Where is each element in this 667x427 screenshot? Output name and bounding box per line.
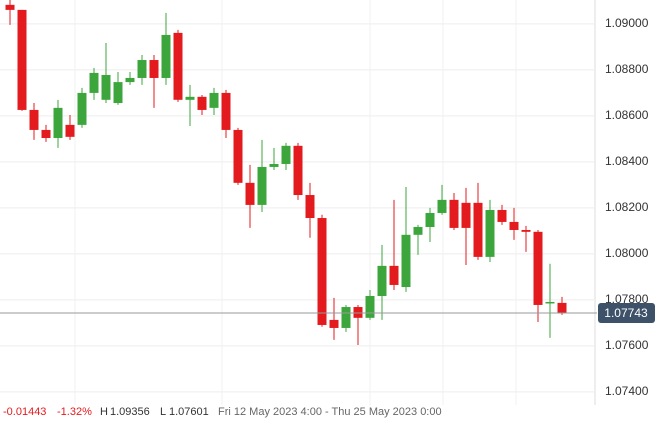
candle-body xyxy=(377,265,387,296)
candle-body xyxy=(185,96,195,100)
candle-body xyxy=(293,145,303,196)
candle-body xyxy=(173,32,183,100)
candle-body xyxy=(329,319,339,328)
candle-body xyxy=(389,265,399,285)
y-tick-label: 1.07600 xyxy=(605,338,649,352)
plot xyxy=(0,0,595,393)
y-tick-label: 1.09000 xyxy=(605,16,649,30)
candle-body xyxy=(269,163,279,167)
low-label: L xyxy=(160,406,166,418)
candle-body xyxy=(365,295,375,318)
candle-body xyxy=(17,9,27,110)
candle-body xyxy=(317,218,327,325)
candle-body xyxy=(437,199,447,213)
period: Fri 12 May 2023 4:00 - Thu 25 May 2023 0… xyxy=(218,406,442,418)
candle-body xyxy=(221,92,231,130)
candle-body xyxy=(497,209,507,222)
candle-body xyxy=(305,195,315,219)
candle-body xyxy=(5,4,15,10)
candle-body xyxy=(257,166,267,205)
candle-body xyxy=(149,60,159,78)
candle-body xyxy=(41,129,51,138)
candle-body xyxy=(521,229,531,232)
candle-body xyxy=(353,307,363,318)
vertical-grid xyxy=(74,0,517,405)
high-label: H xyxy=(100,406,108,418)
candle-body xyxy=(449,199,459,228)
candle-body xyxy=(473,202,483,257)
candle-body xyxy=(89,72,99,93)
candle-body xyxy=(425,212,435,227)
y-tick-label: 1.07800 xyxy=(605,292,649,306)
candle-body xyxy=(29,109,39,130)
candle-body xyxy=(485,209,495,257)
change-pct: -1.32% xyxy=(57,406,92,418)
y-tick-label: 1.08000 xyxy=(605,246,649,260)
candle-body xyxy=(137,60,147,78)
candle-body xyxy=(209,92,219,108)
candle-body xyxy=(65,124,75,137)
candle-body xyxy=(161,34,171,78)
y-tick-label: 1.08600 xyxy=(605,108,649,122)
change: -0.01443 xyxy=(3,406,46,418)
candle-body xyxy=(245,182,255,205)
candle-body xyxy=(113,82,123,104)
candle-body xyxy=(125,77,135,83)
candle-body xyxy=(413,226,423,235)
candle-body xyxy=(281,145,291,164)
candle-body xyxy=(101,74,111,100)
candle-body xyxy=(77,92,87,125)
period-high: 1.09356 xyxy=(110,406,150,418)
candle-body xyxy=(233,129,243,183)
candle-body xyxy=(341,307,351,328)
candle-body xyxy=(53,107,63,138)
y-tick-label: 1.07400 xyxy=(605,384,649,398)
y-tick-label: 1.08800 xyxy=(605,62,649,76)
candle-body xyxy=(509,221,519,230)
candle-body xyxy=(557,302,567,314)
candle-body xyxy=(545,301,555,304)
last-price-tag xyxy=(598,303,655,324)
candle-body xyxy=(401,234,411,288)
candle-body xyxy=(197,96,207,110)
y-tick-label: 1.08400 xyxy=(605,154,649,168)
period-low: 1.07601 xyxy=(169,406,209,418)
candle-body xyxy=(461,202,471,228)
candle-body xyxy=(533,231,543,305)
y-tick-label: 1.08200 xyxy=(605,200,649,214)
last-price-label: 1.07743 xyxy=(604,306,648,320)
